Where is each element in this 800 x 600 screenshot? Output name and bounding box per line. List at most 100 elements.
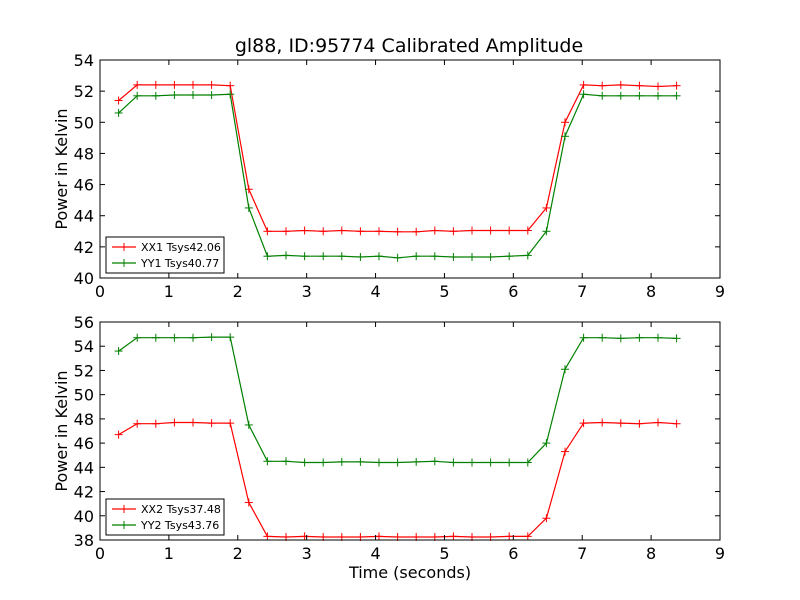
data-point: [505, 226, 514, 235]
data-point: [412, 227, 421, 236]
data-point: [263, 227, 272, 236]
data-point: [244, 498, 253, 507]
data-point: [337, 457, 346, 466]
data-point: [133, 419, 142, 428]
series-1: [114, 418, 681, 541]
data-point: [244, 203, 253, 212]
x-tick-label: 5: [439, 282, 449, 301]
data-point: [189, 91, 197, 100]
x-tick-label: 1: [164, 544, 174, 563]
data-point: [356, 252, 365, 261]
data-point: [375, 252, 383, 261]
data-point: [468, 226, 476, 235]
data-point: [672, 81, 681, 90]
data-point: [170, 418, 179, 427]
data-point: [263, 532, 272, 541]
legend: XX2 Tsys37.48 YY2 Tsys43.76: [105, 498, 225, 536]
data-point: [412, 252, 421, 261]
plot-frame: [99, 59, 721, 279]
y-tick-label: 54: [74, 51, 94, 70]
data-point: [505, 252, 514, 261]
data-point: [468, 252, 476, 261]
data-point: [282, 251, 290, 260]
data-point: [375, 532, 383, 541]
y-tick-label: 40: [74, 507, 94, 526]
data-point: [114, 430, 123, 439]
data-point: [561, 118, 569, 127]
x-tick-label: 9: [715, 544, 725, 563]
data-point: [598, 333, 607, 342]
data-point: [672, 334, 681, 343]
subplot-1: 0 1 2 3 4 5 6 7 8 9 40 42 44 46 48 50 52 54 Power in Kelvi…: [52, 51, 725, 301]
data-point: [300, 458, 309, 467]
legend-entry: YY2 Tsys43.76: [112, 519, 219, 532]
data-point: [542, 514, 551, 523]
data-point: [579, 90, 588, 99]
y-tick-label: 56: [74, 313, 94, 332]
y-tick-label: 44: [74, 207, 94, 226]
x-tick-label: 2: [233, 544, 243, 563]
y-tick-label: 50: [74, 386, 94, 405]
data-point: [449, 252, 458, 261]
data-point: [207, 91, 216, 100]
data-point: [598, 81, 607, 90]
x-tick-label: 3: [302, 282, 312, 301]
y-tick-label: 52: [74, 361, 94, 380]
data-point: [561, 447, 569, 456]
data-point: [449, 458, 458, 467]
x-tick-label: 6: [508, 544, 518, 563]
legend-box: [105, 236, 225, 274]
series-2: [114, 333, 681, 467]
data-point: [449, 532, 458, 541]
data-point: [616, 419, 625, 428]
data-point: [654, 91, 662, 100]
legend-entry: XX1 Tsys42.06: [112, 241, 221, 254]
y-tick-label: 50: [74, 113, 94, 132]
data-point: [523, 458, 532, 467]
data-point: [170, 91, 179, 100]
x-tick-label: 0: [95, 282, 105, 301]
legend-label: XX2 Tsys37.48: [141, 503, 221, 516]
data-point: [561, 365, 569, 374]
data-point: [505, 532, 514, 541]
data-point: [207, 80, 216, 89]
data-point: [244, 420, 253, 429]
x-tick-label: 8: [646, 282, 656, 301]
data-point: [393, 458, 402, 467]
y-tick-label: 40: [74, 269, 94, 288]
data-point: [207, 419, 216, 428]
data-point: [114, 347, 123, 356]
data-point: [319, 252, 328, 261]
data-point: [207, 333, 216, 342]
x-tick-label: 8: [646, 544, 656, 563]
data-point: [635, 333, 644, 342]
data-point: [263, 457, 272, 466]
data-point: [654, 82, 662, 91]
data-point: [616, 80, 625, 89]
data-point: [375, 227, 383, 236]
data-point: [226, 90, 235, 99]
data-point: [319, 227, 328, 236]
data-point: [226, 81, 235, 90]
data-point: [672, 419, 681, 428]
data-point: [151, 80, 160, 89]
data-point: [114, 108, 123, 117]
data-point: [114, 96, 123, 105]
data-point: [579, 419, 588, 428]
figure-title: gl88, ID:95774 Calibrated Amplitude: [235, 35, 583, 57]
data-point: [561, 132, 569, 141]
data-point: [282, 227, 290, 236]
y-tick-label: 48: [74, 144, 94, 163]
x-tick-label: 7: [577, 544, 587, 563]
data-point: [337, 252, 346, 261]
data-point: [486, 458, 495, 467]
x-tick-label: 1: [164, 282, 174, 301]
x-axis-label: Time (seconds): [348, 563, 471, 582]
x-tick-label: 7: [577, 282, 587, 301]
data-point: [226, 419, 235, 428]
y-tick-label: 54: [74, 337, 94, 356]
y-tick-label: 38: [74, 531, 94, 550]
data-point: [449, 227, 458, 236]
